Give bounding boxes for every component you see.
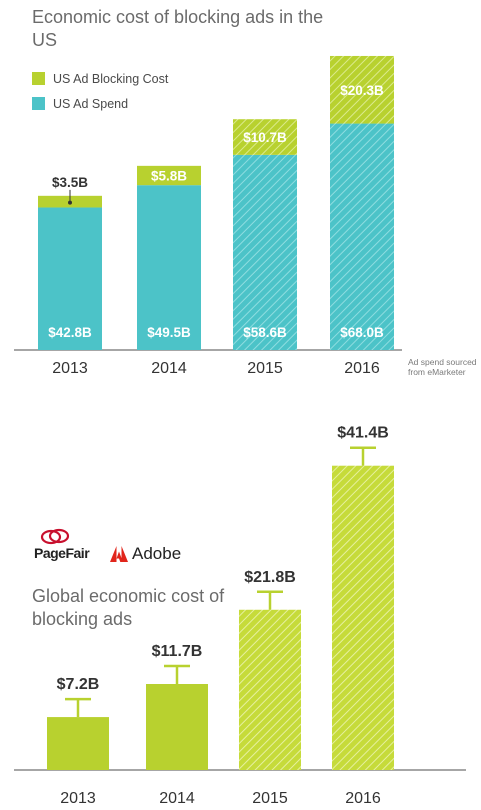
- legend-label-spend: US Ad Spend: [53, 96, 129, 111]
- adobe-logo-text: Adobe: [132, 544, 182, 563]
- label-spend-2014: $49.5B: [147, 325, 191, 340]
- label-spend-2013: $42.8B: [48, 325, 92, 340]
- value-label-2015: $21.8B: [244, 569, 296, 586]
- bar-spend-2015: [233, 154, 297, 350]
- tick-label-2015: 2015: [247, 360, 283, 377]
- bar-global-2016: [332, 465, 394, 770]
- bar-global-2015: [239, 609, 301, 770]
- source-note: Ad spend sourced from eMarketer: [408, 357, 477, 377]
- global-tick-label-2015: 2015: [252, 790, 288, 807]
- label-blocking-2015: $10.7B: [243, 130, 287, 145]
- label-spend-2016: $68.0B: [340, 325, 384, 340]
- label-blocking-2014: $5.8B: [151, 169, 187, 184]
- pagefair-logo-text: PageFair: [34, 545, 90, 561]
- us-chart: $42.8B $3.5B 2013 $49.5B $5.8B 2014 $58.6B $10.…: [14, 55, 402, 377]
- global-chart-title: Global economic cost of blocking ads: [32, 586, 225, 629]
- pagefair-logo-icon: [40, 528, 70, 545]
- legend-swatch-blocking: [32, 72, 45, 85]
- tick-label-2013: 2013: [52, 360, 88, 377]
- value-label-2016: $41.4B: [337, 425, 389, 442]
- us-chart-title: Economic cost of blocking ads in the US: [32, 7, 324, 50]
- leader-dot-2013: [68, 200, 72, 205]
- global-tick-label-2013: 2013: [60, 790, 96, 807]
- legend-item-blocking: US Ad Blocking Cost: [32, 66, 168, 91]
- us-legend: US Ad Blocking Cost US Ad Spend: [32, 66, 168, 116]
- global-chart: $7.2B 2013 $11.7B 2014 $21.8B 2015 $41.4B 2016: [14, 425, 466, 807]
- label-blocking-2013: $3.5B: [52, 175, 88, 190]
- label-spend-2015: $58.6B: [243, 325, 287, 340]
- bar-blocking-2016: [330, 55, 394, 124]
- bar-global-2014: [146, 684, 208, 770]
- value-label-2013: $7.2B: [57, 676, 100, 693]
- bar-spend-2014: [137, 185, 201, 350]
- bar-blocking-2014: [137, 165, 201, 186]
- tick-label-2014: 2014: [151, 360, 187, 377]
- label-blocking-2016: $20.3B: [340, 83, 384, 98]
- global-tick-label-2016: 2016: [345, 790, 381, 807]
- bar-spend-2013: [38, 207, 102, 350]
- legend-swatch-spend: [32, 97, 45, 110]
- bar-global-2013: [47, 717, 109, 770]
- global-tick-label-2014: 2014: [159, 790, 195, 807]
- bar-spend-2016: [330, 123, 394, 350]
- legend-label-blocking: US Ad Blocking Cost: [53, 71, 169, 86]
- tick-label-2016: 2016: [344, 360, 380, 377]
- bar-blocking-2015: [233, 119, 297, 155]
- legend-item-spend: US Ad Spend: [32, 91, 168, 116]
- adobe-logo: Adobe: [110, 544, 181, 564]
- adobe-logo-icon: [110, 546, 128, 562]
- value-label-2014: $11.7B: [152, 643, 203, 660]
